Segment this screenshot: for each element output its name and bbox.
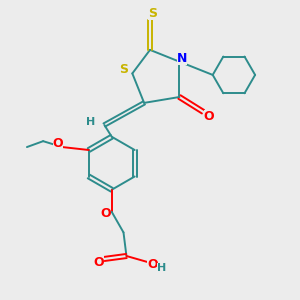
Text: H: H <box>157 263 167 273</box>
Text: O: O <box>100 207 111 220</box>
Text: O: O <box>93 256 104 269</box>
Text: H: H <box>85 117 95 127</box>
Text: O: O <box>52 137 63 150</box>
Text: S: S <box>119 62 128 76</box>
Text: N: N <box>177 52 187 64</box>
Text: O: O <box>204 110 214 123</box>
Text: O: O <box>147 258 158 271</box>
Text: S: S <box>148 7 158 20</box>
